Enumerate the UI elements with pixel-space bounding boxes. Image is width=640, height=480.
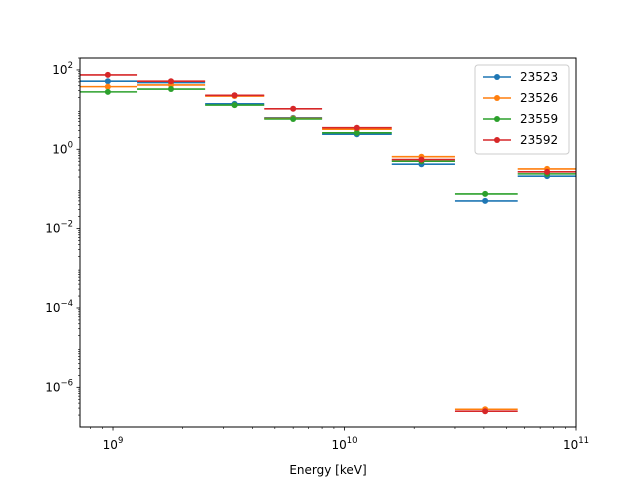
legend-label: 23592 — [520, 133, 558, 147]
plot-area — [80, 71, 576, 415]
data-point — [482, 197, 489, 204]
x-axis-label: Energy [keV] — [289, 463, 366, 477]
data-point — [482, 190, 489, 197]
data-point — [104, 78, 111, 85]
legend-marker — [494, 137, 500, 143]
y-tick-label: 102 — [52, 61, 73, 77]
legend-marker — [494, 74, 500, 80]
legend-entry: 23559 — [483, 112, 558, 126]
series-23592 — [80, 71, 576, 415]
y-tick-label: 10−6 — [45, 378, 73, 394]
y-tick-label: 10−4 — [45, 299, 73, 315]
legend-entry: 23592 — [483, 133, 558, 147]
y-tick-label: 10−2 — [45, 220, 73, 236]
data-point — [290, 105, 297, 112]
data-point — [353, 129, 360, 136]
data-point — [482, 408, 489, 415]
data-point — [167, 78, 174, 85]
legend-entry: 23526 — [483, 91, 558, 105]
legend: 23523 23526 23559 23592 — [474, 64, 570, 155]
data-point — [104, 88, 111, 95]
x-tick-label: 1011 — [563, 436, 589, 452]
data-point — [167, 86, 174, 93]
data-point — [104, 71, 111, 78]
legend-marker — [494, 116, 500, 122]
y-tick-label: 100 — [52, 140, 73, 156]
legend-box — [474, 64, 570, 155]
x-tick-label: 109 — [103, 436, 124, 452]
legend-label: 23523 — [520, 70, 558, 84]
x-axis-ticks: 109 1010 1011 — [90, 427, 589, 452]
data-point — [231, 92, 238, 99]
x-tick-label: 1010 — [331, 436, 357, 452]
data-point — [231, 102, 238, 109]
legend-entry: 23523 — [483, 70, 558, 84]
legend-label: 23559 — [520, 112, 558, 126]
data-point — [544, 168, 551, 175]
legend-label: 23526 — [520, 91, 558, 105]
legend-marker — [494, 95, 500, 101]
data-point — [290, 116, 297, 123]
data-point — [353, 124, 360, 131]
plot-frame — [79, 57, 577, 428]
data-point — [418, 156, 425, 163]
data-point — [104, 83, 111, 90]
y-axis-ticks: 102 100 10−2 10−4 10−6 — [45, 57, 80, 416]
